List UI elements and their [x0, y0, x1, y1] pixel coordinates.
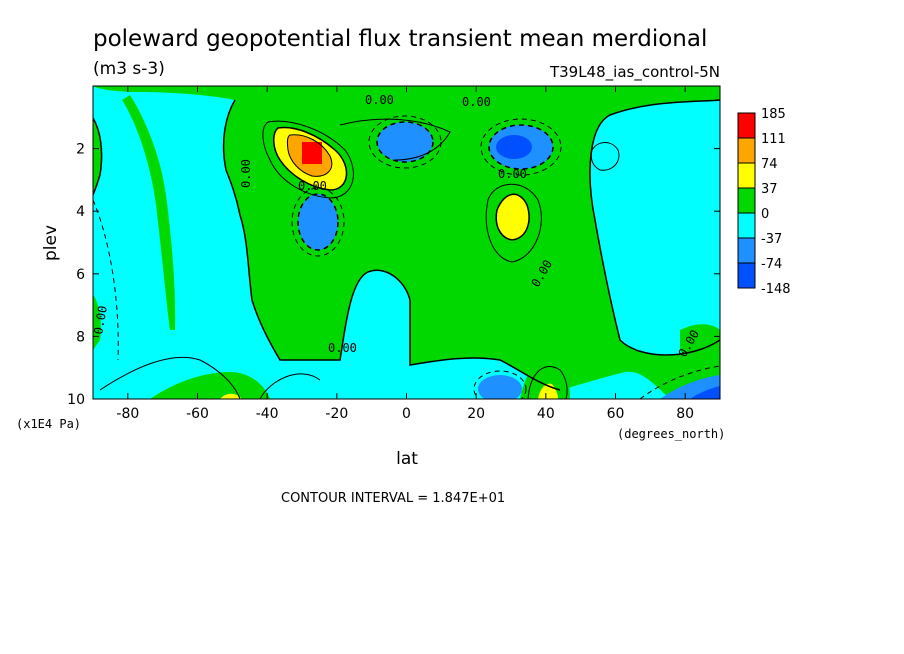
region-positive-n30	[496, 194, 530, 240]
colorbar-level-label: 74	[761, 157, 778, 172]
x-tick-label: 20	[467, 406, 485, 422]
contour-label: 0.00	[298, 179, 327, 193]
contour-lower-mid	[259, 373, 321, 399]
contour-s25-b	[273, 126, 348, 191]
contour-lower-left	[99, 356, 241, 399]
chart-title: poleward geopotential flux transient mea…	[93, 26, 707, 52]
y-tick-label: 8	[76, 329, 85, 345]
colorbar-level-label: -74	[761, 257, 782, 272]
region-positive-bottom-left	[150, 372, 270, 399]
colorbar-swatch	[737, 187, 756, 214]
colorbar-level-label: -148	[761, 282, 791, 297]
x-axis-label: lat	[396, 449, 418, 469]
contour-neg-n5	[376, 121, 434, 163]
x-tick-label: -20	[325, 406, 348, 422]
colorbar-legend: 185 111 74 37 0 -37 -74 -148	[737, 107, 791, 297]
contour-neg-s25-outer	[291, 187, 345, 257]
zero-contour-east	[589, 99, 720, 356]
contour-n65	[590, 142, 620, 171]
region-positive-s25-core	[302, 142, 322, 164]
region-positive-main	[93, 86, 720, 399]
x-tick-label: 80	[676, 406, 694, 422]
run-label: T39L48_ias_control-5N	[549, 63, 720, 82]
contour-neg-s25	[297, 193, 339, 251]
contour-label: 0.00	[239, 159, 253, 188]
contour-n30	[495, 193, 530, 241]
region-positive-equator	[330, 142, 530, 290]
region-negative-n32-core	[496, 135, 532, 159]
x-tick-label: -80	[116, 406, 139, 422]
region-positive-sw-strip	[122, 95, 176, 330]
contour-neg-bottom-30	[473, 370, 527, 399]
region-positive-bottom-40	[520, 355, 570, 399]
contour-label: 0.00	[462, 95, 491, 109]
colorbar-level-label: 0	[761, 207, 769, 222]
y-tick-label: 4	[76, 204, 85, 220]
y-tick-label: 10	[67, 392, 85, 408]
colorbar-swatch	[737, 137, 756, 164]
contour-s25-a	[262, 120, 354, 199]
colorbar-swatch	[737, 237, 756, 264]
region-positive-bottom-50	[220, 393, 242, 399]
x-tick-label: 40	[537, 406, 555, 422]
colorbar-swatch	[737, 212, 756, 239]
contour-label: 0.00	[365, 93, 394, 107]
contour-label: 0.00	[328, 341, 357, 355]
region-positive-lower-right	[680, 324, 720, 372]
y-tick-label: 2	[76, 142, 85, 158]
contour-neg-left	[93, 199, 119, 361]
x-axis-ticks: -80 -60 -40 -20 0 20 40 60 80	[116, 86, 694, 422]
colorbar-level-label: 111	[761, 132, 786, 147]
contour-neg-bottom-right	[639, 365, 720, 399]
contour-lines-negative	[93, 115, 720, 399]
x-tick-label: 0	[402, 406, 411, 422]
x-tick-label: -60	[186, 406, 209, 422]
contour-neg-n32-outer	[480, 118, 562, 176]
region-negative-n5	[377, 122, 433, 162]
y-axis-ticks: 2 4 6 8 10	[67, 142, 720, 408]
contour-s25-c	[286, 134, 333, 177]
contour-neg-n32	[488, 124, 554, 170]
zero-contours	[93, 99, 720, 391]
contour-upper-mid	[339, 118, 451, 161]
contour-label: 0.00	[498, 167, 527, 181]
zero-contour-west	[93, 117, 103, 196]
colorbar-level-label: 185	[761, 107, 786, 122]
colorbar-level-label: 37	[761, 182, 778, 197]
chart-units: (m3 s-3)	[93, 59, 165, 79]
y-units: (x1E4 Pa)	[16, 417, 81, 431]
contour-neg-n5-outer	[368, 115, 442, 169]
colorbar-swatch	[737, 162, 756, 189]
contour-bottom-40	[527, 366, 568, 399]
y-tick-label: 6	[76, 267, 85, 283]
x-tick-label: -40	[256, 406, 279, 422]
colorbar-swatch	[737, 262, 756, 289]
zero-contour-main	[222, 99, 561, 391]
contour-n30-outer	[485, 183, 542, 263]
contour-interval-note: CONTOUR INTERVAL = 1.847E+01	[281, 491, 505, 506]
y-axis-label: plev	[41, 225, 61, 261]
colorbar-level-label: -37	[761, 232, 782, 247]
colorbar-swatch	[737, 112, 756, 139]
x-tick-label: 60	[607, 406, 625, 422]
contour-field: 0.00 0.00 0.00 0.00 0.00 0.00 0.00 0.00 …	[91, 86, 720, 399]
region-negative-s25	[298, 194, 338, 250]
region-negative-bottom-30	[478, 375, 522, 399]
contour-label: 0.00	[91, 305, 110, 336]
region-negative-bottom-right-core	[690, 386, 720, 399]
x-units: (degrees_north)	[617, 427, 725, 441]
contour-lines	[99, 118, 620, 399]
